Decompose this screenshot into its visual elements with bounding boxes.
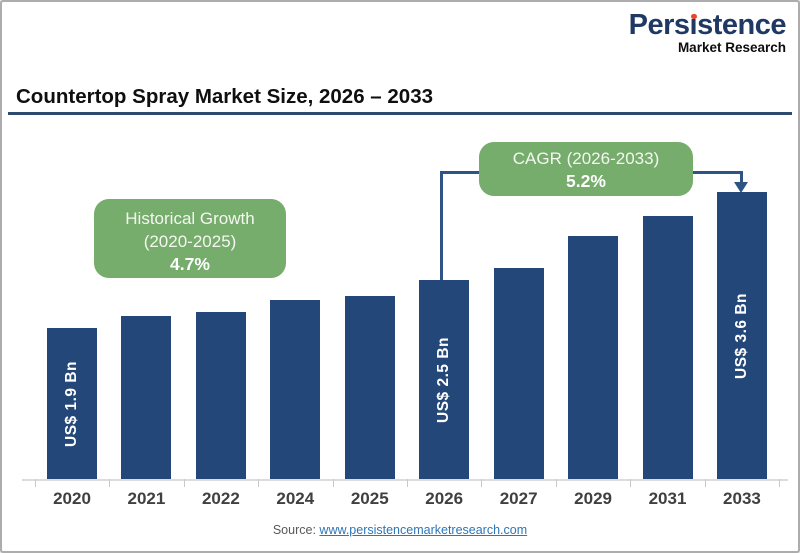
x-axis-tick bbox=[109, 479, 111, 487]
logo-red-dot-icon bbox=[691, 13, 697, 19]
x-axis-label-2033: 2033 bbox=[723, 489, 761, 508]
source-prefix: Source: bbox=[272, 523, 316, 537]
cagr-callout: CAGR (2026-2033) 5.2% bbox=[479, 142, 693, 196]
bar-2026: US$ 2.5 Bn bbox=[419, 280, 470, 480]
bar-2021 bbox=[121, 316, 172, 480]
x-axis-tick bbox=[183, 479, 185, 487]
bar-2024 bbox=[270, 300, 321, 480]
cagr-value: 5.2% bbox=[566, 171, 606, 191]
x-axis-tick bbox=[555, 479, 557, 487]
historical-growth-line1: Historical Growth bbox=[125, 209, 255, 228]
bar-2025 bbox=[344, 296, 395, 480]
bar-value-label-2020: US$ 1.9 Bn bbox=[63, 361, 80, 447]
x-axis-label-2024: 2024 bbox=[276, 489, 315, 508]
bar-2027 bbox=[493, 268, 544, 480]
title-underline bbox=[8, 112, 792, 115]
historical-growth-value: 4.7% bbox=[170, 254, 210, 274]
cagr-connector-right-vertical bbox=[740, 171, 743, 183]
x-axis-tick bbox=[332, 479, 334, 487]
logo-text-prefix: Pers bbox=[628, 9, 690, 41]
bar-2031 bbox=[642, 216, 693, 480]
x-axis-label-2020: 2020 bbox=[53, 489, 91, 508]
x-axis-tick bbox=[779, 479, 781, 487]
cagr-connector-right-horizontal bbox=[691, 171, 743, 174]
bar-2022 bbox=[195, 312, 246, 480]
x-axis-label-2029: 2029 bbox=[574, 489, 612, 508]
bar-2033: US$ 3.6 Bn bbox=[716, 192, 767, 480]
down-arrow-icon bbox=[734, 182, 748, 193]
cagr-line1: CAGR (2026-2033) bbox=[512, 149, 660, 168]
pmr-logo-wordmark: Persı stence bbox=[628, 9, 787, 41]
x-axis-tick bbox=[630, 479, 632, 487]
bar-2020: US$ 1.9 Bn bbox=[47, 328, 97, 480]
x-axis-line bbox=[22, 479, 788, 481]
x-axis-tick bbox=[704, 479, 706, 487]
logo-text-suffix: stence bbox=[697, 9, 786, 41]
x-axis-tick bbox=[34, 479, 36, 487]
source-line: Source: www.persistencemarketresearch.co… bbox=[2, 523, 798, 537]
bar-2029 bbox=[568, 236, 619, 480]
bar-value-label-2033: US$ 3.6 Bn bbox=[732, 293, 750, 379]
x-axis-label-2022: 2022 bbox=[201, 489, 240, 508]
historical-growth-line2: (2020-2025) bbox=[143, 232, 237, 251]
x-axis-label-2025: 2025 bbox=[350, 489, 389, 508]
cagr-connector-left-horizontal bbox=[440, 171, 481, 174]
historical-growth-callout: Historical Growth (2020-2025) 4.7% bbox=[94, 199, 286, 278]
logo-dotless-i: ı bbox=[689, 9, 698, 41]
x-axis-tick bbox=[258, 479, 260, 487]
pmr-logo-subtitle: Market Research bbox=[677, 40, 786, 56]
x-axis-label-2031: 2031 bbox=[648, 489, 687, 508]
pmr-logo: Persı stence Market Research bbox=[628, 9, 787, 56]
x-axis-label-2026: 2026 bbox=[425, 489, 464, 508]
source-link[interactable]: www.persistencemarketresearch.com bbox=[319, 523, 528, 537]
plot-area: US$ 1.9 Bn US$ 2.5 Bn US$ 3.6 Bn bbox=[2, 122, 798, 480]
x-axis-tick bbox=[406, 479, 408, 487]
x-axis-label-2027: 2027 bbox=[499, 489, 538, 508]
logo-letter-i: ı bbox=[690, 10, 698, 40]
page-title: Countertop Spray Market Size, 2026 – 203… bbox=[16, 85, 434, 108]
x-axis-label-2021: 2021 bbox=[127, 489, 166, 508]
bar-value-label-2026: US$ 2.5 Bn bbox=[435, 337, 453, 423]
cagr-connector-left-vertical bbox=[440, 171, 443, 280]
x-axis-tick bbox=[481, 479, 483, 487]
